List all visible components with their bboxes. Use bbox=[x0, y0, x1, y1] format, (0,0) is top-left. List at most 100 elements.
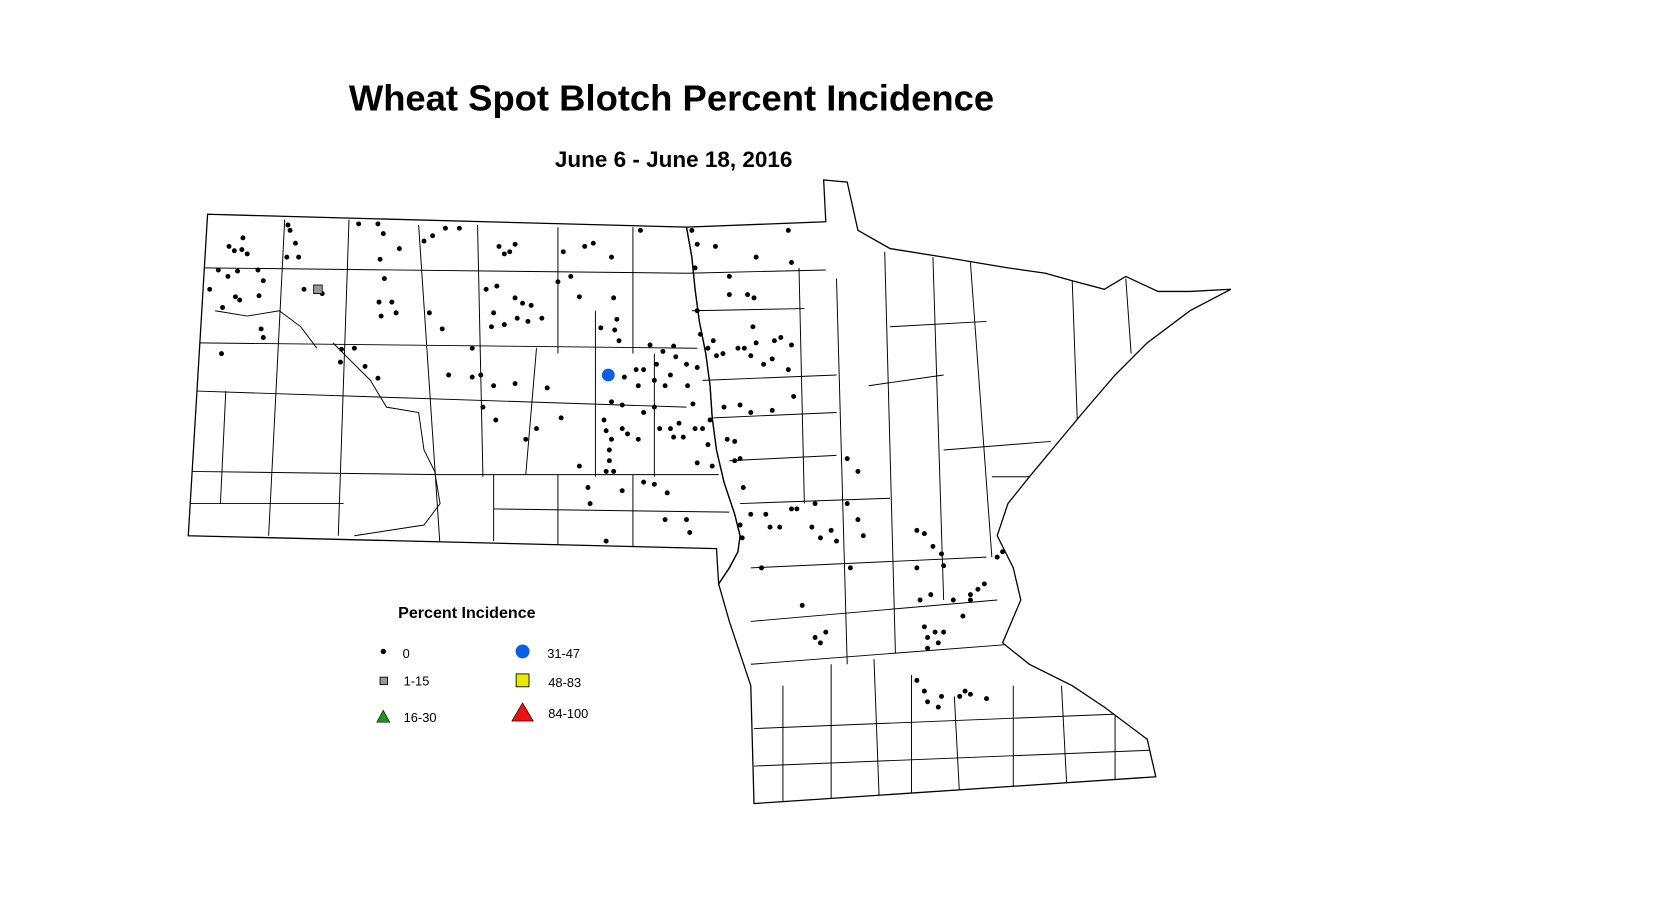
observation-point-0 bbox=[828, 527, 834, 533]
county-line bbox=[884, 251, 896, 654]
observation-point-0 bbox=[285, 222, 291, 228]
observation-point-0 bbox=[514, 315, 520, 321]
observation-point-0 bbox=[491, 383, 497, 389]
legend-title: Percent Incidence bbox=[398, 604, 536, 622]
legend-symbol-31-47 bbox=[515, 644, 530, 659]
observation-point-0 bbox=[697, 331, 703, 337]
observation-point-0 bbox=[761, 361, 767, 367]
observation-point-0 bbox=[785, 227, 791, 233]
observation-point-0 bbox=[935, 704, 941, 710]
observation-point-0 bbox=[751, 295, 757, 301]
county-line bbox=[729, 454, 837, 462]
observation-point-0 bbox=[660, 348, 666, 354]
observation-point-0 bbox=[647, 342, 653, 348]
county-line bbox=[691, 308, 805, 312]
observation-point-0 bbox=[494, 283, 500, 289]
observation-point-0 bbox=[612, 327, 618, 333]
observation-point-0 bbox=[237, 297, 243, 303]
observation-point-0 bbox=[606, 458, 612, 464]
county-line bbox=[750, 599, 998, 622]
county-line bbox=[798, 267, 805, 504]
observation-point-0 bbox=[258, 326, 264, 332]
observation-point-0 bbox=[244, 251, 250, 257]
legend-symbol-1-15 bbox=[379, 676, 388, 686]
map-title: Wheat Spot Blotch Percent Incidence bbox=[349, 77, 994, 118]
observation-point-0 bbox=[967, 592, 973, 598]
observation-point-0 bbox=[753, 254, 759, 260]
observation-point-0 bbox=[287, 227, 293, 233]
observation-point-0 bbox=[684, 517, 689, 523]
observation-point-0 bbox=[256, 293, 262, 299]
observation-point-0 bbox=[426, 310, 432, 316]
legend-symbol-48-83 bbox=[515, 673, 530, 688]
legend-label: 1-15 bbox=[404, 674, 430, 689]
observation-point-0 bbox=[939, 693, 944, 699]
observation-point-31-47 bbox=[601, 368, 615, 382]
county-line bbox=[753, 712, 1156, 730]
observation-point-0 bbox=[692, 265, 698, 271]
observation-point-0 bbox=[726, 292, 732, 298]
observation-point-0 bbox=[534, 426, 539, 432]
observation-point-0 bbox=[568, 273, 574, 279]
observation-point-0 bbox=[378, 313, 384, 319]
observation-point-0 bbox=[673, 354, 679, 360]
observation-point-0 bbox=[469, 374, 475, 380]
county-line bbox=[493, 508, 730, 513]
observation-point-0 bbox=[726, 273, 732, 279]
county-line bbox=[750, 556, 987, 569]
observation-point-0 bbox=[700, 426, 706, 432]
observation-point-0 bbox=[220, 305, 226, 310]
observation-point-0 bbox=[855, 517, 861, 523]
observation-point-0 bbox=[619, 426, 625, 432]
observation-point-0 bbox=[930, 543, 936, 549]
observation-point-0 bbox=[525, 318, 531, 324]
observation-point-0 bbox=[657, 426, 663, 432]
county-lines bbox=[190, 219, 1156, 804]
observation-point-0 bbox=[712, 243, 718, 249]
observation-points bbox=[207, 221, 1006, 710]
observation-point-0 bbox=[957, 693, 963, 699]
observation-point-0 bbox=[748, 511, 754, 517]
county-line bbox=[418, 224, 441, 547]
observation-point-0 bbox=[442, 225, 448, 231]
observation-point-0 bbox=[667, 372, 673, 378]
observation-point-0 bbox=[690, 401, 696, 407]
observation-point-0 bbox=[284, 254, 290, 260]
observation-point-0 bbox=[512, 381, 518, 387]
observation-point-0 bbox=[225, 273, 231, 279]
observation-point-0 bbox=[389, 299, 395, 305]
observation-point-0 bbox=[232, 294, 238, 300]
observation-point-0 bbox=[692, 426, 698, 432]
observation-point-0 bbox=[667, 426, 673, 432]
observation-point-0 bbox=[520, 300, 526, 306]
observation-point-0 bbox=[984, 696, 989, 702]
observation-point-0 bbox=[709, 463, 715, 469]
county-line bbox=[953, 696, 961, 799]
legend: Percent Incidence 0 1-15 16-30 31-47 48-… bbox=[376, 604, 588, 725]
legend-symbol-84-100 bbox=[511, 702, 534, 722]
observation-point-0 bbox=[745, 292, 751, 298]
observation-point-0 bbox=[377, 256, 383, 262]
county-line bbox=[337, 219, 350, 536]
observation-point-0 bbox=[625, 431, 631, 437]
county-line bbox=[1061, 685, 1068, 788]
observation-point-0 bbox=[375, 375, 381, 381]
observation-point-0 bbox=[576, 294, 582, 300]
observation-point-0 bbox=[791, 393, 797, 399]
observation-point-0 bbox=[351, 345, 357, 351]
observation-point-0 bbox=[680, 434, 686, 440]
observation-point-0 bbox=[489, 324, 494, 330]
observation-point-0 bbox=[483, 286, 489, 292]
observation-point-0 bbox=[641, 479, 647, 485]
observation-point-0 bbox=[962, 688, 968, 694]
observation-point-0 bbox=[523, 436, 529, 442]
observation-point-0 bbox=[844, 456, 850, 462]
observation-point-0 bbox=[694, 460, 700, 466]
observation-point-0 bbox=[621, 374, 627, 380]
observation-point-0 bbox=[740, 485, 746, 490]
observation-point-0 bbox=[339, 346, 344, 352]
observation-point-0 bbox=[512, 295, 518, 301]
observation-point-0 bbox=[651, 481, 657, 487]
observation-point-0 bbox=[794, 506, 800, 512]
observation-point-0 bbox=[446, 372, 452, 378]
